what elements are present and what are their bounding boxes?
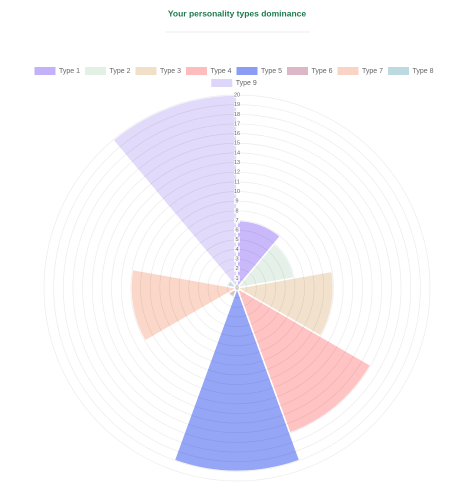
tick-backdrop	[234, 207, 240, 214]
chart-title: Your personality types dominance	[168, 8, 307, 18]
legend-swatch	[135, 67, 157, 75]
tick-backdrop	[234, 188, 240, 195]
r-tick-label: 4	[235, 247, 238, 253]
wedge	[234, 270, 335, 338]
r-tick-label: 2	[235, 266, 238, 272]
tick-backdrop	[234, 149, 240, 156]
r-tick-label: 18	[234, 112, 240, 118]
tick-backdrop	[234, 275, 240, 282]
tick-backdrop	[234, 111, 240, 118]
legend-label: Type 6	[312, 68, 333, 75]
legend-label: Type 2	[110, 68, 131, 75]
legend-label: Type 8	[413, 68, 434, 75]
r-tick-label: 5	[235, 237, 238, 243]
r-tick-label: 10	[234, 189, 240, 195]
r-tick-label: 16	[234, 131, 240, 137]
r-tick-label: 8	[235, 208, 238, 214]
r-tick-label: 11	[234, 179, 240, 185]
legend-swatch	[388, 67, 409, 75]
legend-swatch	[186, 67, 207, 75]
r-tick-label: 12	[234, 170, 240, 176]
legend-label: Type 9	[236, 80, 257, 87]
r-tick-label: 0	[235, 285, 238, 291]
wedge	[173, 285, 301, 473]
legend-label: Type 7	[362, 68, 383, 75]
legend-label: Type 1	[59, 68, 80, 75]
r-tick-label: 6	[235, 228, 238, 234]
legend-label: Type 5	[261, 68, 282, 75]
r-tick-label: 17	[234, 121, 240, 127]
legend-swatch	[211, 79, 233, 87]
r-tick-label: 20	[234, 92, 240, 98]
legend-label: Type 4	[211, 68, 232, 75]
r-tick-label: 14	[234, 150, 240, 156]
tick-backdrop	[234, 169, 240, 176]
legend-swatch	[85, 67, 106, 75]
tick-backdrop	[234, 101, 240, 108]
tick-backdrop	[234, 140, 240, 147]
wedge	[130, 268, 240, 343]
r-tick-label: 3	[235, 257, 238, 263]
legend-label: Type 3	[160, 68, 181, 75]
tick-backdrop	[234, 256, 240, 263]
tick-backdrop	[234, 92, 240, 98]
tick-backdrop	[234, 285, 240, 291]
tick-backdrop	[234, 159, 240, 166]
legend-swatch	[337, 67, 359, 75]
tick-backdrop	[234, 217, 240, 224]
tick-backdrop	[234, 236, 240, 243]
tick-backdrop	[234, 198, 240, 205]
r-tick-label: 9	[235, 199, 238, 205]
tick-backdrop	[234, 265, 240, 272]
legend-swatch	[287, 67, 308, 75]
tick-backdrop	[234, 130, 240, 137]
tick-backdrop	[234, 120, 240, 127]
legend-swatch	[236, 67, 258, 75]
wedge	[235, 286, 372, 435]
r-tick-label: 1	[235, 276, 238, 282]
tick-backdrop	[234, 246, 240, 253]
legend-swatch	[34, 67, 56, 75]
r-tick-label: 19	[234, 102, 240, 108]
tick-backdrop	[234, 178, 240, 185]
r-tick-label: 13	[234, 160, 240, 166]
r-tick-label: 15	[234, 141, 240, 147]
r-tick-label: 7	[235, 218, 238, 224]
tick-backdrop	[234, 227, 240, 234]
wedge	[111, 94, 238, 291]
wedges	[111, 94, 372, 473]
